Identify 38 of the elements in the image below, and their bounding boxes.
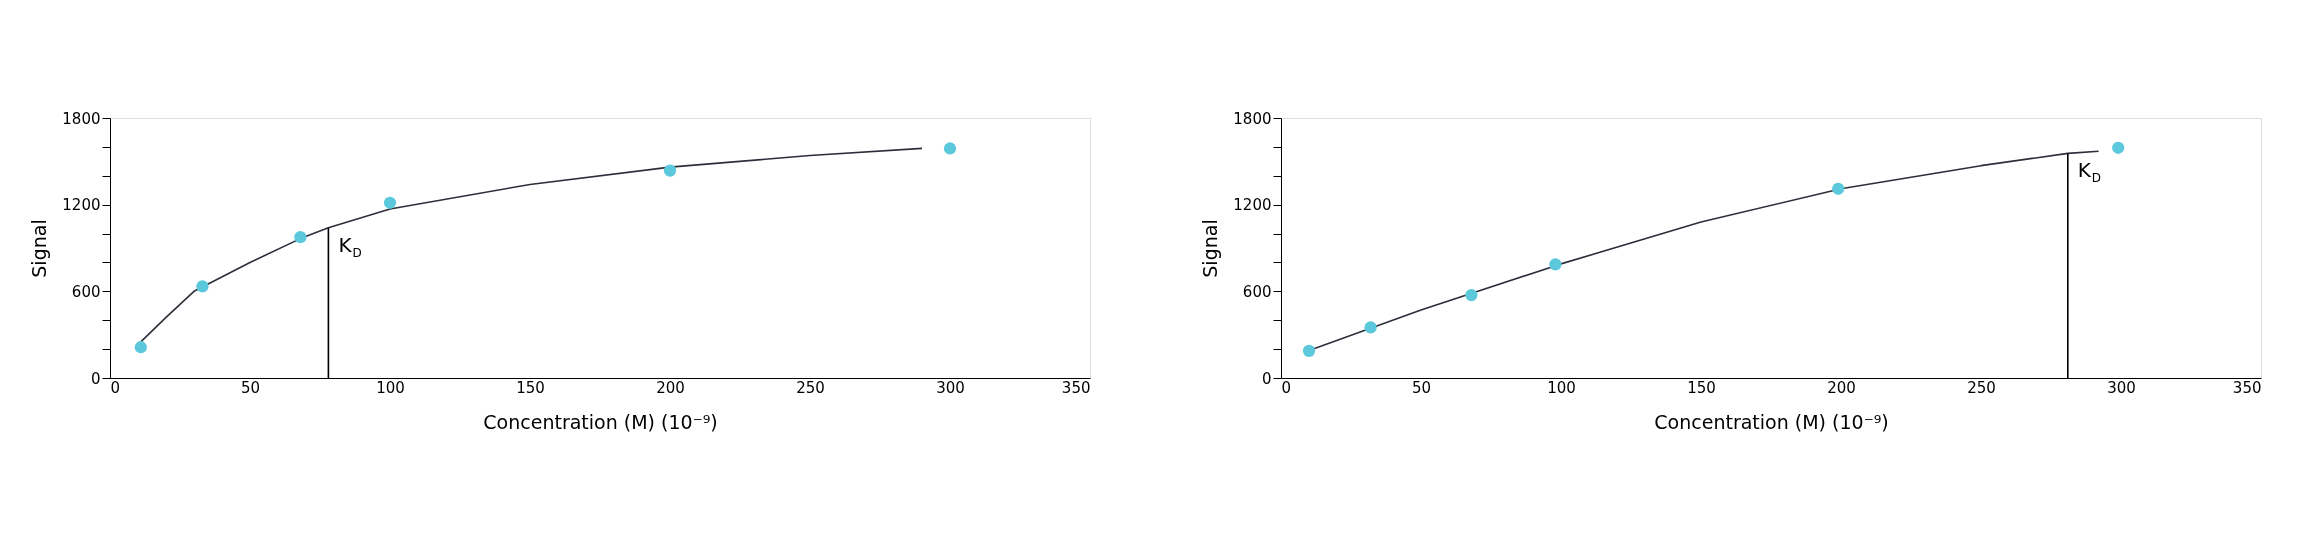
x-tick-label: 50	[1411, 378, 1432, 397]
y-tick-label: 600	[1242, 282, 1272, 301]
point	[383, 196, 397, 209]
point	[294, 231, 307, 244]
x-tick-label: 300	[936, 378, 965, 397]
x-tick-label: 250	[1967, 378, 1996, 397]
x-axis-title: Concentration (M) (10⁻⁹)	[483, 410, 718, 433]
x-tick-label: 150	[516, 378, 545, 397]
x-axis-title: Concentration (M) (10⁻⁹)	[1654, 410, 1889, 433]
x-tick-label: 350	[2232, 378, 2262, 397]
y-tick-label: 600	[71, 282, 101, 301]
point	[1465, 288, 1478, 302]
y-tick-label: 1800	[62, 109, 101, 128]
x-tick-label: 100	[376, 378, 405, 397]
y-tick-label: 1200	[1233, 196, 1272, 215]
point	[943, 142, 957, 155]
x-tick-label: 0	[1281, 378, 1292, 397]
point	[1302, 344, 1316, 357]
y-axis-title: Signal	[1199, 219, 1222, 278]
point	[134, 341, 147, 354]
point	[1364, 321, 1377, 334]
point	[2112, 141, 2125, 154]
x-tick-label: 50	[240, 378, 261, 397]
y-axis-title: Signal	[28, 219, 51, 278]
point	[1549, 258, 1562, 271]
x-tick-label: 150	[1687, 378, 1716, 397]
x-tick-label: 100	[1547, 378, 1576, 397]
x-tick-label: 0	[110, 378, 121, 397]
point	[196, 280, 209, 293]
y-tick-label: 1200	[62, 196, 101, 215]
x-tick-label: 200	[656, 378, 685, 397]
point	[663, 164, 677, 177]
point	[1832, 182, 1845, 195]
y-tick-label: 1800	[1233, 109, 1272, 128]
x-tick-label: 350	[1061, 378, 1091, 397]
x-tick-label: 250	[796, 378, 825, 397]
x-tick-label: 200	[1827, 378, 1856, 397]
x-tick-label: 300	[2107, 378, 2136, 397]
